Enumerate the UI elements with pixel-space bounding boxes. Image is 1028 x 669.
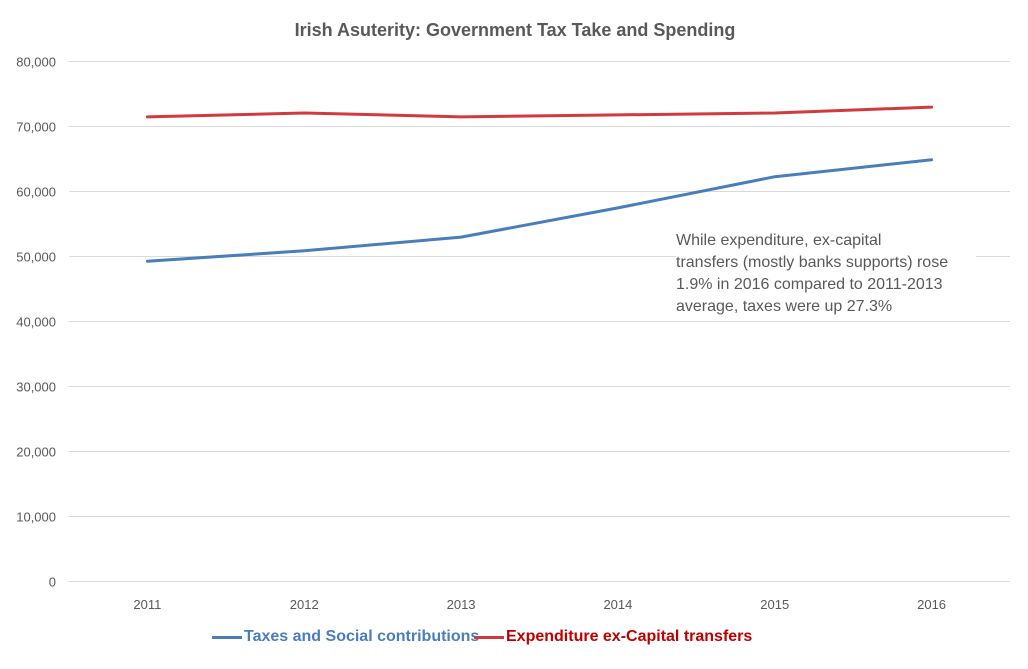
annotation-line: transfers (mostly banks supports) rose (676, 254, 949, 271)
annotation-line: average, taxes were up 27.3% (676, 298, 893, 315)
x-axis-tick-labels: 2011 2012 2013 2014 2015 2016 (133, 597, 946, 612)
y-tick-label: 20,000 (16, 445, 56, 460)
x-tick-label: 2015 (760, 597, 789, 612)
x-tick-label: 2016 (917, 597, 946, 612)
chart-legend: Taxes and Social contributions Expenditu… (0, 628, 1028, 652)
y-tick-label: 30,000 (16, 380, 56, 395)
x-tick-label: 2012 (290, 597, 319, 612)
y-tick-label: 0 (49, 575, 56, 590)
gridlines (69, 61, 1010, 582)
series-lines (145, 105, 934, 263)
legend-item-taxes: Taxes and Social contributions (212, 628, 479, 646)
y-tick-label: 70,000 (16, 120, 56, 135)
y-tick-label: 40,000 (16, 315, 56, 330)
y-tick-label: 50,000 (16, 250, 56, 265)
y-tick-label: 60,000 (16, 185, 56, 200)
series-line-taxes (145, 158, 934, 263)
chart-annotation: While expenditure, ex-capital transfers … (676, 230, 976, 318)
y-tick-label: 10,000 (16, 510, 56, 525)
legend-label-expenditure: Expenditure ex-Capital transfers (506, 628, 753, 645)
y-axis-tick-labels: 0 10,000 20,000 30,000 40,000 50,000 60,000 70,… (16, 55, 56, 590)
series-line-expenditure (145, 105, 934, 119)
x-tick-label: 2013 (447, 597, 476, 612)
annotation-line: 1.9% in 2016 compared to 2011-2013 (676, 276, 943, 293)
x-tick-label: 2011 (133, 597, 161, 612)
legend-item-expenditure: Expenditure ex-Capital transfers (474, 628, 752, 646)
y-tick-label: 80,000 (16, 55, 56, 70)
legend-swatch-expenditure (474, 635, 504, 639)
legend-label-taxes: Taxes and Social contributions (244, 628, 480, 645)
annotation-line: While expenditure, ex-capital (676, 232, 882, 249)
chart-title: Irish Asuterity: Government Tax Take and… (295, 20, 736, 40)
legend-swatch-taxes (212, 635, 242, 639)
x-tick-label: 2014 (603, 597, 632, 612)
